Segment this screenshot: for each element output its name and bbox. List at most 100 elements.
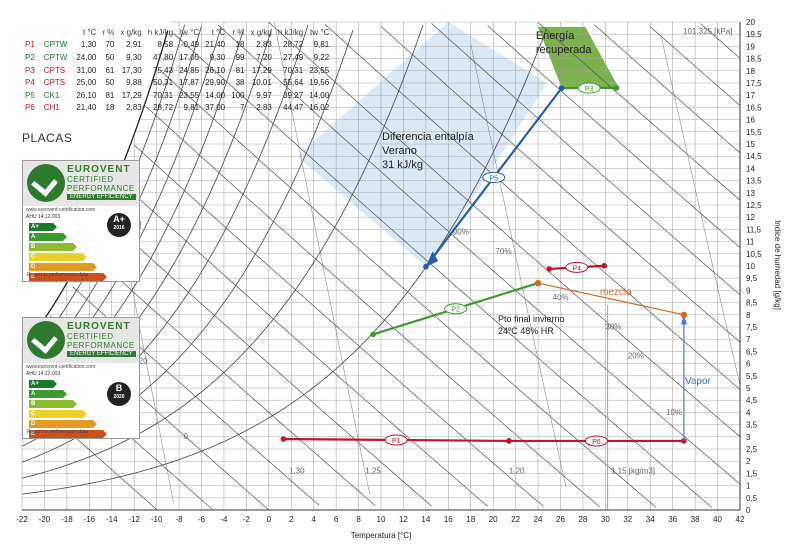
efficiency-class-bar: D bbox=[29, 420, 97, 428]
column-header: tw °C bbox=[179, 27, 200, 37]
table-cell: 61 bbox=[105, 65, 115, 75]
table-cell: 18 bbox=[105, 103, 115, 113]
y-tick-label: 0,5 bbox=[746, 494, 758, 503]
x-tick-label: 24 bbox=[534, 515, 543, 524]
table-cell: 2,83 bbox=[256, 103, 272, 113]
annotation-line: Verano bbox=[382, 145, 417, 157]
efficiency-class-bar: C bbox=[29, 253, 87, 261]
eurovent-header: EUROVENT CERTIFIED PERFORMANCE ENERGY EFFIC… bbox=[23, 161, 139, 206]
table-cell: 2,83 bbox=[126, 103, 142, 113]
table-row: P3 CPTS 31,00 61 17,30 75,43 24,85 26,10 81 17,29… bbox=[22, 64, 332, 77]
table-cell: 28,72 bbox=[153, 103, 174, 113]
enthalpy-line bbox=[650, 26, 741, 106]
y-tick-label: 2 bbox=[746, 457, 751, 466]
row-type: CPTW bbox=[43, 40, 68, 50]
row-type: CPTS bbox=[43, 78, 66, 88]
process-tag bbox=[584, 435, 608, 447]
x-tick-label: 42 bbox=[736, 515, 745, 524]
y-tick-label: 8 bbox=[746, 311, 751, 320]
y-tick-label: 10 bbox=[746, 262, 755, 271]
annotation-diferencia-entalpia: Diferencia entalpía Verano 31 kJ/kg bbox=[382, 131, 475, 171]
table-cell: 25,00 bbox=[76, 78, 97, 88]
pressure-label: 101.325 [kPa] bbox=[683, 27, 732, 36]
enthalpy-line bbox=[133, 144, 544, 507]
x-tick-label: -14 bbox=[106, 515, 118, 524]
y-tick-label: 2,5 bbox=[746, 445, 758, 454]
table-cell: 47,80 bbox=[153, 52, 174, 62]
extra-line-mezcla bbox=[537, 282, 685, 316]
y-tick-label: 17,5 bbox=[746, 79, 762, 88]
x-tick-label: 34 bbox=[646, 515, 655, 524]
x-tick-label: 26 bbox=[556, 515, 565, 524]
column-header: t °C bbox=[211, 27, 226, 37]
x-tick-label: 0 bbox=[267, 515, 272, 524]
energy-recovered-area bbox=[538, 26, 619, 88]
x-tick-label: 12 bbox=[399, 515, 408, 524]
y-tick-label: 15,5 bbox=[746, 128, 762, 137]
y-tick-label: 9,5 bbox=[746, 274, 758, 283]
rh-label: 10% bbox=[666, 408, 682, 417]
x-tick-label: 16 bbox=[444, 515, 453, 524]
column-header: h kJ/kg bbox=[147, 27, 174, 37]
y-tick-label: 7,5 bbox=[746, 323, 758, 332]
y-tick-label: 19,5 bbox=[746, 30, 762, 39]
table-cell: 19,56 bbox=[309, 78, 330, 88]
annotation-line: 24ºC 48% HR bbox=[498, 326, 554, 336]
table-cell: 8,58 bbox=[157, 40, 174, 50]
grade-year: 2020 bbox=[113, 394, 125, 400]
annotation-mezcla: mezcla bbox=[600, 287, 632, 298]
x-tick-label: 8 bbox=[356, 515, 361, 524]
process-point bbox=[613, 85, 620, 91]
eurovent-performance: PERFORMANCE bbox=[67, 184, 135, 193]
table-cell: 1,30 bbox=[80, 40, 97, 50]
table-cell: 2,83 bbox=[256, 40, 272, 50]
efficiency-class-bars: A+ A B C D E bbox=[29, 380, 107, 440]
eurovent-url: www.eurovent-certification.com bbox=[26, 207, 96, 213]
y-tick-label: 6,5 bbox=[746, 347, 758, 356]
y-axis-title: Indice de humedad [g/kg] bbox=[773, 220, 782, 310]
table-cell: 31,00 bbox=[76, 65, 97, 75]
row-type: CPTS bbox=[43, 65, 66, 75]
table-cell: 37,00 bbox=[205, 103, 226, 113]
column-header-point bbox=[22, 26, 41, 39]
process-tag-label: P6 bbox=[592, 439, 601, 446]
ahu-code: AHU 14.12.003 bbox=[26, 214, 61, 220]
annotation-line: Vapor bbox=[685, 376, 712, 387]
eurovent-energy-efficiency: ENERGY EFFICIENCY bbox=[67, 194, 136, 200]
process-point bbox=[370, 331, 376, 338]
table-cell: 9,81 bbox=[183, 103, 200, 113]
y-tick-label: 4 bbox=[746, 408, 751, 417]
y-tick-label: 11,5 bbox=[746, 225, 762, 234]
row-type: CK1 bbox=[43, 90, 60, 100]
table-row: P6 CH1 21,40 18 2,83 28,72 9,81 37,00 7 2,83 44,47… bbox=[22, 102, 332, 115]
table-header-row: t °C r % x g/kg h kJ/kg tw °C t °C r % x… bbox=[22, 26, 332, 39]
annotation-vapor: Vapor bbox=[685, 376, 712, 387]
column-header: t °C bbox=[82, 27, 97, 37]
volume-label: 1,25 bbox=[365, 466, 381, 475]
table-row: P2 CPTW 24,00 50 9,30 47,80 17,05 9,30 99 7,20 27,… bbox=[22, 51, 332, 64]
eurovent-certified: CERTIFIED bbox=[67, 175, 114, 184]
annotation-pto-final-invierno: Pto final invierno 24ºC 48% HR bbox=[498, 314, 565, 336]
efficiency-grade-badge: B 2020 bbox=[107, 382, 131, 406]
y-tick-label: 9 bbox=[746, 286, 751, 295]
process-tag bbox=[444, 303, 468, 315]
eurovent-check-icon bbox=[27, 321, 65, 359]
rh-label: 20% bbox=[628, 352, 644, 361]
y-tick-label: 8,5 bbox=[746, 299, 758, 308]
y-tick-label: 18 bbox=[746, 67, 755, 76]
mix-point-marker bbox=[680, 311, 688, 318]
efficiency-class-bar: B bbox=[29, 243, 77, 251]
enthalpy-line bbox=[117, 178, 488, 507]
x-tick-label: 4 bbox=[311, 515, 316, 524]
table-cell: 38 bbox=[235, 78, 245, 88]
x-tick-label: 6 bbox=[334, 515, 339, 524]
y-tick-label: 19 bbox=[746, 42, 755, 51]
x-tick-label: 14 bbox=[421, 515, 430, 524]
process-point bbox=[506, 438, 512, 444]
x-tick-label: 38 bbox=[691, 515, 700, 524]
table-cell: 70 bbox=[105, 40, 115, 50]
rh-label: 90% bbox=[453, 227, 469, 236]
report-link: Report to performance data bbox=[27, 272, 89, 278]
annotation-line: Diferencia entalpía bbox=[382, 131, 475, 143]
y-tick-label: 13,5 bbox=[746, 177, 762, 186]
